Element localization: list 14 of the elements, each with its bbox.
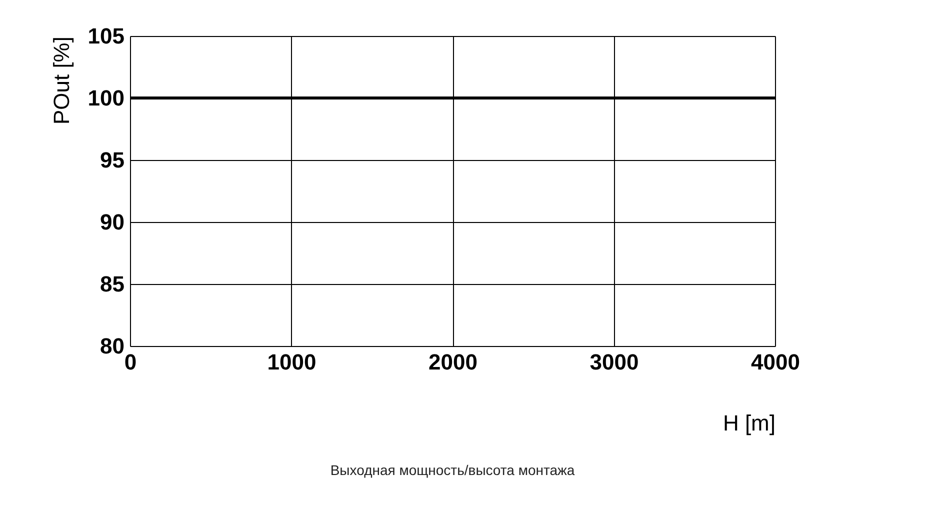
y-tick-label: 85: [100, 272, 124, 296]
y-tick-label: 90: [100, 210, 124, 234]
y-axis-title: POut [%]: [48, 36, 74, 125]
y-tick-label: 100: [88, 86, 124, 110]
y-tick-label: 95: [100, 148, 124, 172]
text: Выходная мощность/высота монтажа: [330, 462, 575, 478]
y-tick-label: 80: [100, 334, 124, 358]
x-axis-title: H [m]: [722, 410, 776, 436]
x-tick-label: 0: [124, 350, 137, 374]
x-tick-label: 2000: [428, 350, 478, 374]
x-tick-label: 1000: [267, 350, 316, 374]
y-tick-label: 105: [88, 24, 124, 48]
x-tick-label: 4000: [751, 350, 800, 374]
x-tick-label: 3000: [590, 350, 639, 374]
